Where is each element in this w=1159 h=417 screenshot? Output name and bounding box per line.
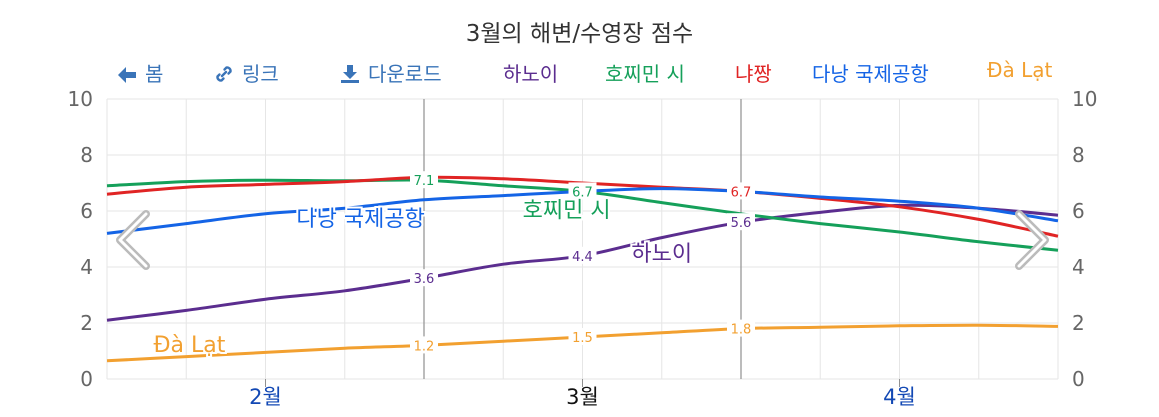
y-tick-label-right: 2 (1072, 311, 1085, 335)
data-label-bg (410, 336, 438, 354)
link-label: 링크 (242, 62, 279, 86)
data-label-bg (727, 319, 755, 337)
data-label: 1.5 (572, 331, 593, 346)
data-label-bg (410, 269, 438, 287)
download-label: 다운로드 (368, 62, 442, 86)
back-button[interactable]: 봄 (117, 58, 163, 87)
series-label-danang: 다낭 국제공항 (296, 207, 424, 232)
x-tick-label-month[interactable]: 2월 (249, 385, 282, 409)
y-tick-label-left: 6 (80, 199, 93, 223)
data-label: 6.7 (572, 185, 593, 200)
y-tick-label-right: 10 (1072, 87, 1097, 111)
series-label-hcmc: 호찌민 시 (523, 199, 611, 224)
y-tick-label-left: 10 (68, 87, 93, 111)
legend-item-hcmc[interactable]: 호찌민 시 (605, 62, 685, 86)
download-button[interactable]: 다운로드 (340, 58, 442, 87)
data-label-bg (568, 246, 597, 264)
arrow-left-icon (118, 67, 136, 83)
back-label: 봄 (145, 62, 164, 86)
y-tick-label-left: 8 (80, 143, 93, 167)
y-tick-label-left: 4 (80, 255, 93, 279)
chevron-left-highlight (118, 212, 148, 268)
legend-item-hanoi[interactable]: 하노이 (503, 62, 559, 86)
chevron-right-icon[interactable] (1015, 210, 1049, 270)
y-tick-label-right: 4 (1072, 255, 1085, 279)
x-tick-label-month[interactable]: 4월 (883, 385, 916, 409)
data-label-bg (727, 182, 755, 200)
data-label-bg (410, 171, 438, 189)
link-button[interactable]: 링크 (214, 58, 279, 87)
chart-title: 3월의 해변/수영장 점수 (465, 21, 694, 47)
series-label-dalat: Đà Lạt (153, 333, 225, 358)
legend-item-nhatrang[interactable]: 냐짱 (735, 62, 772, 86)
legend-item-danang[interactable]: 다낭 국제공항 (812, 62, 929, 86)
legend-bar: 봄 링크 다운로드 하노이 호찌민 시 냐짱 다낭 국제공항 Đà Lạt (0, 58, 1159, 86)
link-icon (216, 66, 232, 82)
y-tick-label-left: 0 (80, 367, 93, 391)
y-tick-label-right: 6 (1072, 199, 1085, 223)
y-tick-label-right: 8 (1072, 143, 1085, 167)
data-label: 5.6 (731, 216, 752, 231)
data-label-bg (568, 182, 597, 200)
download-icon (341, 65, 359, 83)
data-label: 7.1 (414, 174, 435, 189)
chevron-right-highlight (1017, 212, 1047, 268)
y-tick-label-left: 2 (80, 311, 93, 335)
series-label-hanoi: 하노이 (631, 242, 692, 267)
data-label: 4.4 (572, 250, 593, 265)
data-label-bg (568, 328, 597, 345)
x-tick-label-month: 3월 (566, 385, 599, 409)
data-label: 6.7 (731, 185, 752, 200)
legend-item-dalat[interactable]: Đà Lạt (987, 58, 1053, 82)
data-label-bg (727, 213, 755, 231)
data-label: 1.2 (414, 339, 435, 354)
data-label: 1.8 (731, 323, 752, 338)
y-tick-label-right: 0 (1072, 367, 1085, 391)
data-label: 3.6 (414, 272, 435, 287)
chevron-left-icon[interactable] (116, 210, 150, 270)
